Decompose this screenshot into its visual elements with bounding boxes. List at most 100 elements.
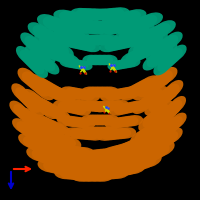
Ellipse shape	[161, 120, 179, 136]
Ellipse shape	[148, 31, 168, 46]
Ellipse shape	[70, 13, 93, 25]
Ellipse shape	[95, 148, 117, 160]
Ellipse shape	[33, 25, 53, 41]
Ellipse shape	[84, 129, 104, 141]
Ellipse shape	[115, 37, 136, 49]
Ellipse shape	[88, 159, 109, 170]
Ellipse shape	[121, 51, 140, 65]
Ellipse shape	[35, 99, 54, 116]
Ellipse shape	[159, 41, 177, 58]
Ellipse shape	[110, 117, 129, 128]
Ellipse shape	[86, 9, 108, 21]
Ellipse shape	[18, 68, 37, 86]
Ellipse shape	[56, 148, 78, 163]
Ellipse shape	[33, 77, 53, 93]
Ellipse shape	[110, 88, 130, 100]
Ellipse shape	[158, 107, 175, 124]
Ellipse shape	[62, 116, 81, 127]
Ellipse shape	[149, 118, 170, 134]
Ellipse shape	[145, 121, 165, 137]
Ellipse shape	[54, 26, 75, 39]
Ellipse shape	[9, 101, 27, 117]
Ellipse shape	[120, 86, 140, 98]
Ellipse shape	[47, 86, 68, 102]
Ellipse shape	[75, 39, 96, 51]
Ellipse shape	[125, 147, 147, 161]
Ellipse shape	[52, 123, 71, 137]
Ellipse shape	[33, 117, 52, 133]
Ellipse shape	[113, 12, 135, 24]
Ellipse shape	[99, 156, 120, 169]
Ellipse shape	[76, 169, 98, 181]
Ellipse shape	[50, 49, 70, 63]
Ellipse shape	[76, 118, 95, 129]
Ellipse shape	[90, 149, 111, 160]
Ellipse shape	[149, 86, 168, 102]
Ellipse shape	[143, 146, 165, 162]
Ellipse shape	[60, 136, 81, 150]
Ellipse shape	[135, 78, 155, 93]
Ellipse shape	[138, 149, 160, 165]
Ellipse shape	[29, 128, 49, 143]
Ellipse shape	[120, 149, 142, 164]
Ellipse shape	[64, 127, 84, 139]
Ellipse shape	[75, 22, 97, 34]
Ellipse shape	[95, 127, 115, 138]
Ellipse shape	[157, 123, 175, 140]
Ellipse shape	[157, 67, 177, 84]
Ellipse shape	[25, 127, 44, 143]
Ellipse shape	[71, 170, 92, 182]
Ellipse shape	[58, 101, 77, 113]
Ellipse shape	[115, 87, 135, 99]
Ellipse shape	[159, 35, 178, 51]
Ellipse shape	[143, 26, 165, 42]
Ellipse shape	[83, 160, 104, 172]
Ellipse shape	[153, 127, 171, 143]
Ellipse shape	[161, 117, 180, 134]
Ellipse shape	[21, 124, 39, 140]
Ellipse shape	[76, 100, 95, 111]
Ellipse shape	[123, 19, 146, 34]
Ellipse shape	[122, 139, 144, 154]
Ellipse shape	[128, 42, 148, 57]
Ellipse shape	[142, 111, 161, 128]
Ellipse shape	[109, 153, 131, 167]
Ellipse shape	[102, 23, 123, 35]
Ellipse shape	[43, 31, 63, 47]
Ellipse shape	[157, 87, 175, 105]
Ellipse shape	[64, 37, 85, 49]
Ellipse shape	[70, 22, 91, 33]
Ellipse shape	[29, 114, 47, 130]
Ellipse shape	[104, 157, 125, 169]
Ellipse shape	[25, 45, 43, 62]
Ellipse shape	[165, 100, 182, 117]
Ellipse shape	[90, 114, 110, 126]
Ellipse shape	[82, 55, 100, 65]
Ellipse shape	[23, 136, 43, 151]
Ellipse shape	[37, 151, 59, 165]
Ellipse shape	[127, 136, 149, 152]
Ellipse shape	[108, 7, 130, 19]
Ellipse shape	[85, 150, 106, 162]
Ellipse shape	[99, 40, 120, 52]
Ellipse shape	[144, 130, 163, 147]
Ellipse shape	[148, 95, 167, 112]
Ellipse shape	[87, 170, 108, 182]
Ellipse shape	[157, 55, 175, 72]
Ellipse shape	[39, 83, 60, 97]
Ellipse shape	[81, 8, 103, 20]
Ellipse shape	[96, 101, 115, 112]
Ellipse shape	[48, 18, 72, 34]
Ellipse shape	[38, 159, 60, 173]
Ellipse shape	[60, 53, 80, 67]
Ellipse shape	[140, 136, 160, 152]
Ellipse shape	[70, 8, 92, 19]
Ellipse shape	[155, 100, 174, 117]
Ellipse shape	[169, 45, 187, 61]
Ellipse shape	[134, 155, 156, 169]
Ellipse shape	[133, 151, 154, 167]
Ellipse shape	[58, 145, 79, 158]
Ellipse shape	[70, 38, 90, 50]
Ellipse shape	[37, 120, 56, 136]
Ellipse shape	[135, 139, 155, 155]
